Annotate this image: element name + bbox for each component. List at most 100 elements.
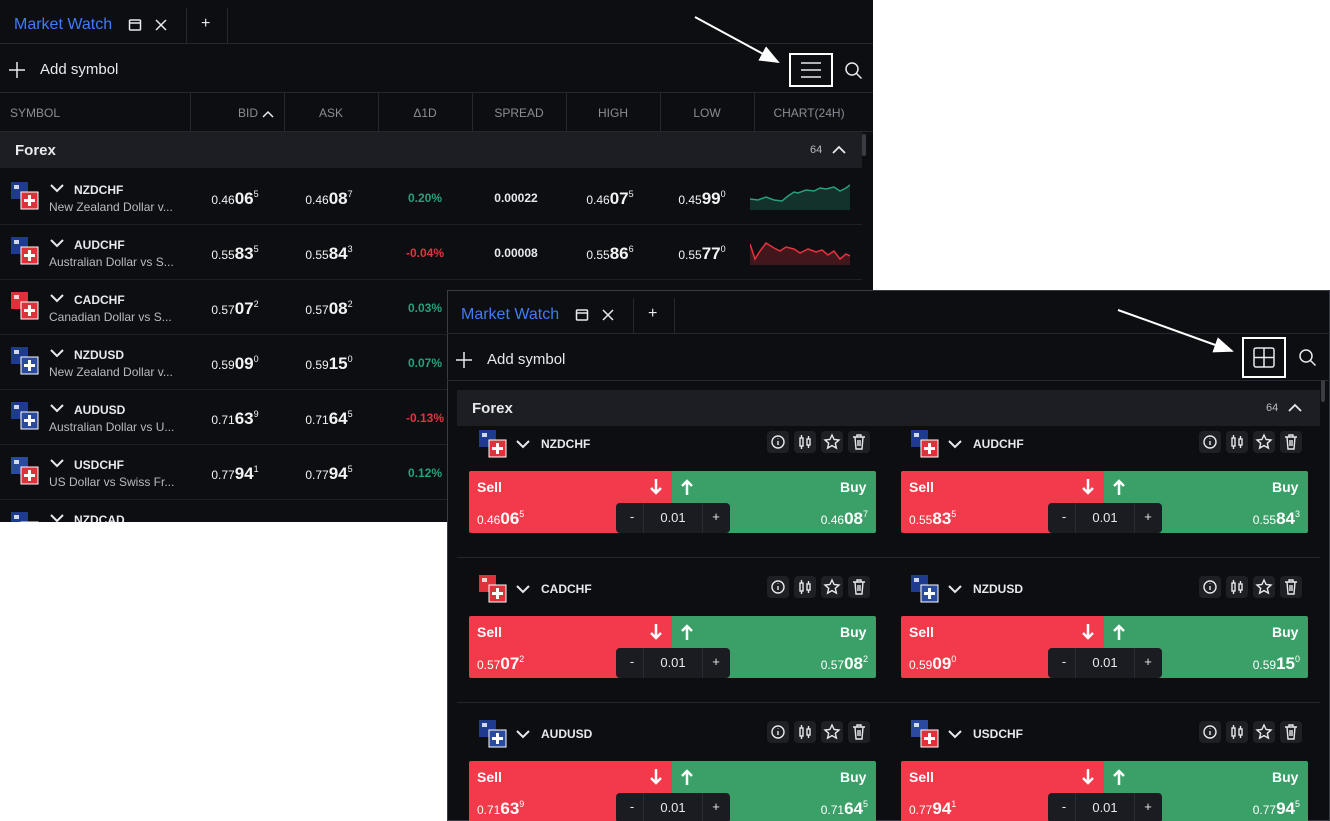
- expand-icon[interactable]: [515, 582, 531, 594]
- currency-flag: [11, 182, 39, 210]
- market-watch-grid: Market Watch + Add symbol Forex 64 NZDCHF Sell…: [447, 290, 1330, 821]
- add-symbol[interactable]: Add symbol: [487, 351, 566, 368]
- delete-button[interactable]: [848, 721, 870, 743]
- lot-size[interactable]: 0.01: [1092, 510, 1118, 525]
- new-tab[interactable]: +: [201, 15, 211, 32]
- price-fraction: 0: [347, 354, 353, 364]
- spread: 0.00022: [494, 191, 538, 205]
- lot-increase[interactable]: +: [1144, 799, 1152, 814]
- symbol-code: USDCHF: [973, 727, 1023, 741]
- expand-icon[interactable]: [515, 437, 531, 449]
- spread: 0.00008: [494, 246, 538, 260]
- favorite-button[interactable]: [821, 431, 843, 453]
- collapse-icon[interactable]: [832, 143, 846, 157]
- info-button[interactable]: [767, 576, 789, 598]
- lot-size[interactable]: 0.01: [1092, 655, 1118, 670]
- delete-button[interactable]: [848, 576, 870, 598]
- lot-decrease[interactable]: -: [629, 654, 635, 669]
- chart-button[interactable]: [1226, 431, 1248, 453]
- table-row[interactable]: [0, 280, 862, 335]
- sparkline: [749, 184, 851, 210]
- favorite-button[interactable]: [1253, 431, 1275, 453]
- close-icon[interactable]: [154, 18, 168, 32]
- expand-icon[interactable]: [49, 401, 65, 413]
- expand-icon[interactable]: [49, 236, 65, 248]
- expand-icon[interactable]: [515, 727, 531, 739]
- chart-button[interactable]: [1226, 576, 1248, 598]
- lot-decrease[interactable]: -: [1061, 509, 1067, 524]
- expand-icon[interactable]: [947, 727, 963, 739]
- expand-icon[interactable]: [947, 582, 963, 594]
- bid-price: 0.57072: [175, 299, 295, 319]
- column-header[interactable]: BID: [237, 106, 258, 120]
- favorite-button[interactable]: [1253, 576, 1275, 598]
- collapse-icon[interactable]: [1288, 401, 1302, 415]
- symbol-code: CADCHF: [74, 293, 125, 307]
- expand-icon[interactable]: [49, 346, 65, 358]
- price-pips: 08: [328, 299, 348, 318]
- column-header[interactable]: LOW: [693, 106, 721, 120]
- lot-decrease[interactable]: -: [1061, 654, 1067, 669]
- info-button[interactable]: [767, 721, 789, 743]
- column-header[interactable]: SPREAD: [494, 106, 544, 120]
- lot-decrease[interactable]: -: [629, 509, 635, 524]
- price-prefix: 0.77: [211, 468, 235, 482]
- lot-decrease[interactable]: -: [629, 799, 635, 814]
- info-button[interactable]: [1199, 576, 1221, 598]
- chart-button[interactable]: [794, 431, 816, 453]
- expand-icon[interactable]: [49, 181, 65, 193]
- lot-size[interactable]: 0.01: [660, 655, 686, 670]
- table-row[interactable]: [0, 335, 862, 390]
- lot-increase[interactable]: +: [1144, 654, 1152, 669]
- delete-button[interactable]: [1280, 721, 1302, 743]
- expand-icon[interactable]: [49, 291, 65, 303]
- new-tab[interactable]: +: [648, 305, 658, 322]
- delete-button[interactable]: [848, 431, 870, 453]
- chart-button[interactable]: [794, 721, 816, 743]
- info-button[interactable]: [1199, 721, 1221, 743]
- search-icon[interactable]: [1298, 348, 1318, 368]
- grid-view-toggle[interactable]: [1242, 337, 1286, 378]
- scrollbar: [1321, 380, 1325, 402]
- price-fraction: 1: [253, 464, 259, 474]
- lot-size[interactable]: 0.01: [660, 510, 686, 525]
- lot-increase[interactable]: +: [712, 799, 720, 814]
- add-symbol-icon[interactable]: [455, 351, 473, 369]
- search-icon[interactable]: [844, 61, 864, 81]
- lot-size[interactable]: 0.01: [1092, 800, 1118, 815]
- chart-button[interactable]: [1226, 721, 1248, 743]
- column-header[interactable]: Δ1D: [413, 106, 437, 120]
- lot-size[interactable]: 0.01: [660, 800, 686, 815]
- list-view-toggle[interactable]: [789, 53, 833, 87]
- lot-increase[interactable]: +: [712, 509, 720, 524]
- table-row[interactable]: [0, 170, 862, 225]
- table-row[interactable]: [0, 445, 862, 500]
- expand-icon[interactable]: [49, 511, 65, 522]
- tab-title[interactable]: Market Watch: [461, 306, 560, 323]
- lot-increase[interactable]: +: [712, 654, 720, 669]
- expand-icon[interactable]: [49, 456, 65, 468]
- chart-button[interactable]: [794, 576, 816, 598]
- column-header[interactable]: CHART(24H): [773, 106, 845, 120]
- add-symbol[interactable]: Add symbol: [40, 61, 119, 78]
- expand-icon[interactable]: [947, 437, 963, 449]
- sell-label: Sell: [477, 479, 502, 495]
- delete-button[interactable]: [1280, 576, 1302, 598]
- detach-icon[interactable]: [575, 308, 589, 322]
- close-icon[interactable]: [601, 308, 615, 322]
- column-header[interactable]: HIGH: [598, 106, 628, 120]
- column-header[interactable]: ASK: [318, 106, 343, 120]
- info-button[interactable]: [1199, 431, 1221, 453]
- tab-title[interactable]: Market Watch: [14, 16, 113, 33]
- detach-icon[interactable]: [128, 18, 142, 32]
- info-button[interactable]: [767, 431, 789, 453]
- delete-button[interactable]: [1280, 431, 1302, 453]
- table-row[interactable]: [0, 225, 862, 280]
- favorite-button[interactable]: [821, 576, 843, 598]
- favorite-button[interactable]: [1253, 721, 1275, 743]
- add-symbol-icon[interactable]: [8, 61, 26, 79]
- table-row[interactable]: [0, 390, 862, 445]
- favorite-button[interactable]: [821, 721, 843, 743]
- lot-increase[interactable]: +: [1144, 509, 1152, 524]
- lot-decrease[interactable]: -: [1061, 799, 1067, 814]
